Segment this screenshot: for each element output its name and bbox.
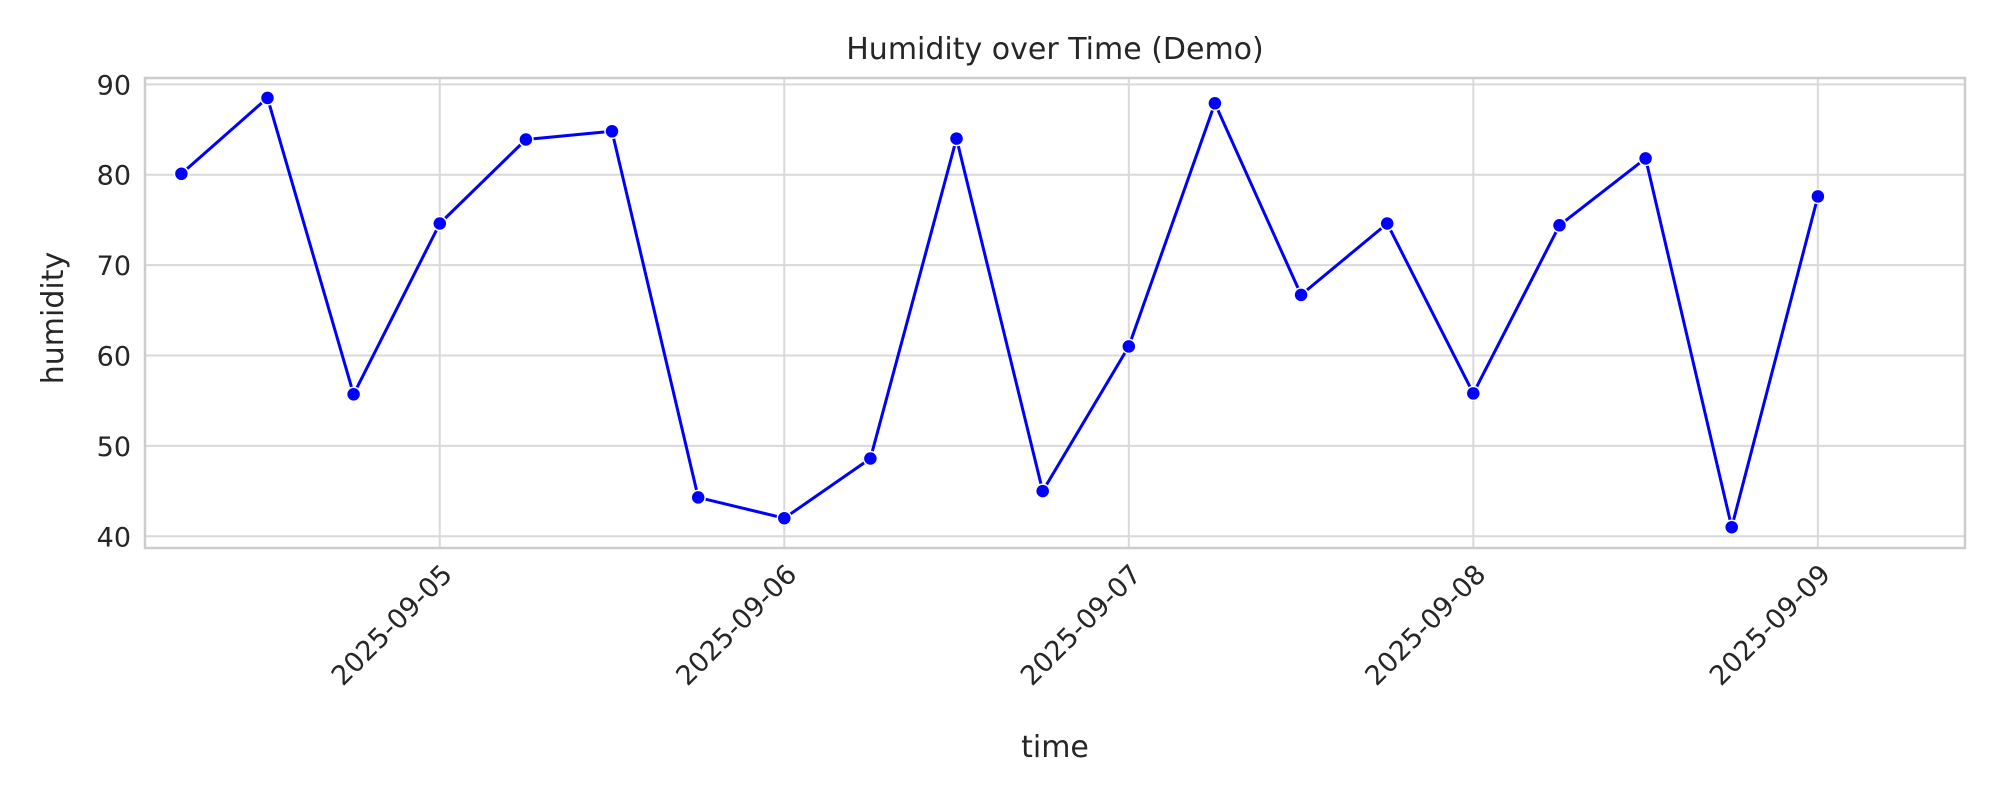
data-point bbox=[776, 510, 793, 526]
y-axis-ticks: 40 50 60 70 80 90 bbox=[97, 70, 131, 553]
data-point bbox=[948, 130, 965, 147]
data-point bbox=[1637, 150, 1654, 167]
data-point bbox=[345, 386, 362, 403]
x-tick-label: 2025-09-05 bbox=[326, 559, 459, 692]
data-point bbox=[1034, 483, 1051, 499]
data-point bbox=[1121, 338, 1137, 355]
y-tick-label: 70 bbox=[97, 251, 131, 282]
data-point bbox=[862, 450, 879, 467]
series-layer bbox=[179, 96, 1820, 529]
data-point bbox=[1551, 217, 1568, 234]
grid-lines bbox=[145, 78, 1965, 548]
chart-title: Humidity over Time (Demo) bbox=[846, 32, 1264, 67]
data-point bbox=[1723, 519, 1740, 535]
data-point bbox=[604, 123, 620, 140]
data-point bbox=[1379, 215, 1395, 232]
data-point bbox=[690, 489, 706, 506]
y-axis-label: humidity bbox=[36, 252, 71, 384]
data-point bbox=[518, 131, 534, 148]
y-tick-label: 60 bbox=[97, 341, 131, 372]
data-point bbox=[259, 90, 276, 106]
x-tick-label: 2025-09-07 bbox=[1015, 559, 1148, 692]
y-tick-label: 80 bbox=[97, 161, 131, 192]
data-point bbox=[1810, 188, 1826, 205]
x-axis-label: time bbox=[1021, 730, 1089, 765]
y-tick-label: 40 bbox=[97, 522, 131, 553]
data-point bbox=[173, 166, 190, 182]
data-point bbox=[432, 215, 448, 232]
data-point bbox=[1465, 385, 1482, 402]
x-tick-label: 2025-09-08 bbox=[1359, 559, 1492, 692]
plot-area-frame bbox=[143, 76, 1967, 550]
data-point bbox=[1207, 95, 1223, 112]
data-points-layer bbox=[173, 90, 1826, 535]
x-tick-label: 2025-09-09 bbox=[1704, 559, 1837, 692]
y-tick-label: 90 bbox=[97, 70, 131, 101]
x-tick-label: 2025-09-06 bbox=[670, 559, 803, 692]
data-point bbox=[1293, 287, 1309, 303]
series-line bbox=[179, 96, 1820, 529]
x-axis-ticks: 2025-09-05 2025-09-06 2025-09-07 2025-09-08… bbox=[326, 559, 1837, 692]
y-tick-label: 50 bbox=[97, 432, 131, 463]
